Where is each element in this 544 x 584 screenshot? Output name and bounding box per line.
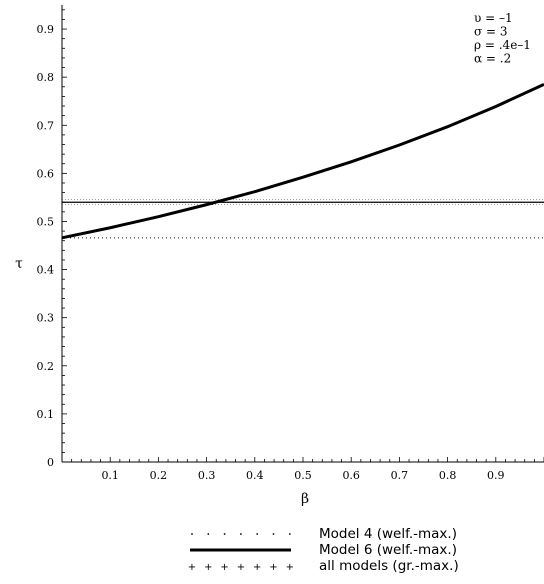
legend-swatch-dot [191, 533, 193, 535]
legend-item: Model 4 (welf.-max.) [191, 526, 457, 542]
legend-swatch-cross: + [286, 562, 294, 573]
y-tick-label: 0.4 [37, 264, 55, 277]
parameter-annotation: ρ = .4e–1 [474, 38, 531, 52]
x-tick-label: 0.1 [101, 469, 119, 482]
legend-swatch-dot [288, 533, 291, 535]
legend-swatch-dot [240, 533, 242, 535]
legend-swatch-dot [272, 533, 275, 535]
series-line-all-models [62, 199, 544, 205]
legend-swatch-dot [223, 533, 226, 535]
y-tick-label: 0.9 [37, 23, 55, 36]
legend-swatch-cross: + [269, 562, 277, 573]
series-group [61, 83, 544, 240]
x-tick-label: 0.5 [294, 469, 312, 482]
legend-swatch-cross: + [204, 562, 212, 573]
legend: Model 4 (welf.-max.)Model 6 (welf.-max.)… [188, 526, 459, 574]
y-tick-label: 0.1 [37, 408, 55, 421]
legend-item: + + + + + + + all models (gr.-max.) [188, 558, 459, 574]
legend-swatch-cross: + [237, 562, 245, 573]
x-tick-label: 0.7 [391, 469, 409, 482]
legend-label: Model 6 (welf.-max.) [319, 542, 457, 558]
parameter-annotation: υ = –1 [474, 11, 513, 25]
x-tick-label: 0.4 [246, 469, 264, 482]
legend-swatch-dot [207, 533, 210, 535]
series-line-model-6 [61, 83, 544, 240]
legend-swatch-cross: + [188, 562, 196, 573]
legend-label: Model 4 (welf.-max.) [319, 526, 457, 542]
legend-swatch-dot [256, 533, 259, 535]
legend-swatch-cross: + [253, 562, 261, 573]
parameter-annotation: α = .2 [474, 52, 511, 66]
x-tick-label: 0.6 [342, 469, 360, 482]
tick-marks [62, 9, 544, 462]
legend-swatch-cross: + [220, 562, 228, 573]
axes [61, 5, 544, 463]
y-tick-label: 0.3 [37, 312, 55, 325]
x-tick-label: 0.8 [439, 469, 457, 482]
x-tick-label: 0.2 [150, 469, 168, 482]
legend-label: all models (gr.-max.) [319, 558, 459, 574]
x-tick-label: 0.3 [198, 469, 216, 482]
legend-item: Model 6 (welf.-max.) [190, 542, 457, 558]
x-tick-label: 0.9 [487, 469, 505, 482]
parameter-annotation: σ = 3 [474, 25, 508, 39]
y-tick-label: 0.7 [37, 119, 55, 132]
parameter-annotations: υ = –1σ = 3ρ = .4e–1α = .2 [474, 11, 531, 66]
y-tick-label: 0.8 [37, 71, 55, 84]
y-tick-label: 0.6 [37, 167, 55, 180]
y-axis-label: τ [15, 256, 23, 272]
y-tick-label: 0 [47, 456, 54, 469]
y-tick-label: 0.2 [37, 360, 55, 373]
tick-labels: 0.1 0.2 0.3 0.4 0.5 0.6 0.7 0.8 0.9 0 0.1 0.2 0.3 0.4… [37, 23, 505, 482]
y-tick-label: 0.5 [37, 215, 55, 228]
x-axis-label: β [301, 491, 309, 507]
